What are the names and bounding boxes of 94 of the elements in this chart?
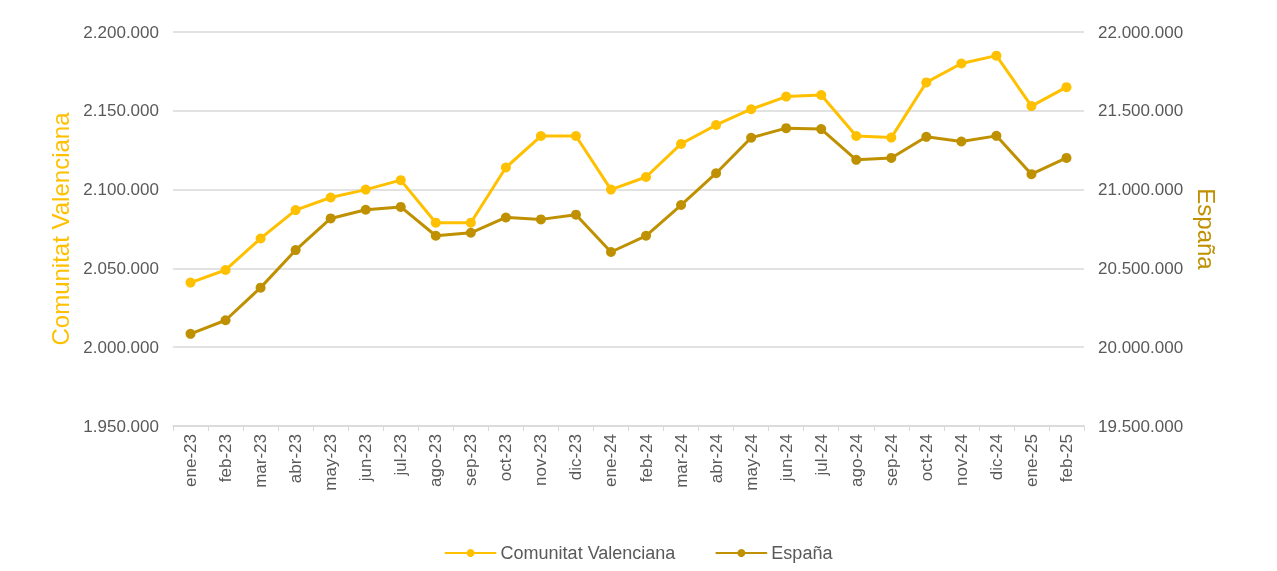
x-tick-label: feb-23: [216, 434, 236, 483]
point: [360, 204, 371, 215]
y2-tick-label: 19.500.000: [1098, 416, 1184, 436]
x-tick-label: abr-23: [286, 434, 306, 484]
point: [570, 209, 581, 220]
x-tick-label: oct-23: [496, 434, 516, 482]
point: [395, 201, 406, 212]
y2-tick-label: 21.500.000: [1098, 101, 1184, 121]
point: [1026, 101, 1037, 112]
point: [430, 217, 441, 228]
point: [781, 91, 792, 102]
x-tick-label: dic-24: [986, 434, 1006, 481]
point: [465, 217, 476, 228]
y-tick-label: 1.950.000: [83, 416, 159, 436]
x-tick-label: feb-25: [1056, 434, 1076, 483]
point: [605, 247, 616, 258]
point: [360, 184, 371, 195]
point: [816, 124, 827, 135]
point: [500, 162, 511, 173]
x-tick-label: ene-24: [601, 434, 621, 487]
point: [711, 119, 722, 130]
point: [991, 50, 1002, 61]
point: [851, 131, 862, 142]
x-tick-label: nov-24: [951, 434, 971, 486]
point: [781, 123, 792, 134]
x-tick-label: may-24: [741, 434, 761, 491]
x-tick-label: ene-25: [1021, 434, 1041, 487]
point: [1026, 169, 1037, 180]
x-tick-label: jun-24: [776, 434, 796, 483]
x-tick-label: ago-23: [426, 434, 446, 487]
point: [325, 192, 336, 203]
y2-tick-label: 20.000.000: [1098, 337, 1184, 357]
point: [641, 230, 652, 241]
point: [851, 154, 862, 165]
x-tick-label: may-23: [321, 434, 341, 491]
x-tick-label: sep-23: [461, 434, 481, 486]
point: [570, 131, 581, 142]
point: [886, 152, 897, 163]
legend-label: España: [771, 543, 834, 563]
point: [746, 132, 757, 143]
x-tick-label: abr-24: [706, 434, 726, 484]
y-tick-label: 2.150.000: [83, 101, 159, 121]
point: [641, 171, 652, 182]
x-tick-label: jul-24: [811, 434, 831, 477]
point: [1061, 82, 1072, 93]
x-tick-label: sep-24: [881, 434, 901, 486]
y2-tick-label: 21.000.000: [1098, 180, 1184, 200]
point: [886, 132, 897, 143]
point: [325, 213, 336, 224]
point: [290, 245, 301, 256]
point: [921, 77, 932, 88]
point: [500, 212, 511, 223]
point: [430, 230, 441, 241]
point: [185, 277, 196, 288]
point: [220, 264, 231, 275]
point: [816, 90, 827, 101]
point: [255, 282, 266, 293]
x-tick-label: jun-23: [356, 434, 376, 483]
point: [676, 138, 687, 149]
point: [711, 168, 722, 179]
y-tick-label: 2.000.000: [83, 337, 159, 357]
x-tick-label: mar-23: [251, 434, 271, 488]
point: [746, 104, 757, 115]
y-tick-label: 2.200.000: [83, 22, 159, 42]
x-tick-label: oct-24: [916, 434, 936, 482]
point: [605, 184, 616, 195]
point: [220, 315, 231, 326]
x-tick-label: jul-23: [391, 434, 411, 477]
point: [921, 131, 932, 142]
y2-axis-title: España: [1192, 188, 1220, 271]
point: [395, 175, 406, 186]
x-tick-label: nov-23: [531, 434, 551, 486]
y-axis-title: Comunitat Valenciana: [46, 111, 74, 346]
y-tick-label: 2.050.000: [83, 258, 159, 278]
y2-tick-label: 20.500.000: [1098, 258, 1184, 278]
point: [1061, 152, 1072, 163]
y-tick-label: 2.100.000: [83, 180, 159, 200]
point: [956, 136, 967, 147]
x-tick-label: feb-24: [636, 434, 656, 483]
x-tick-label: ene-23: [181, 434, 201, 487]
point: [255, 233, 266, 244]
point: [535, 131, 546, 142]
x-tick-label: ago-24: [846, 434, 866, 487]
x-tick-label: mar-24: [671, 434, 691, 488]
point: [185, 328, 196, 339]
point: [290, 205, 301, 216]
point: [465, 227, 476, 238]
point: [956, 58, 967, 69]
point: [676, 200, 687, 211]
x-tick-label: dic-23: [566, 434, 586, 481]
y2-tick-label: 22.000.000: [1098, 22, 1184, 42]
point: [991, 130, 1002, 141]
legend-label: Comunitat Valenciana: [500, 543, 677, 563]
point: [535, 214, 546, 225]
